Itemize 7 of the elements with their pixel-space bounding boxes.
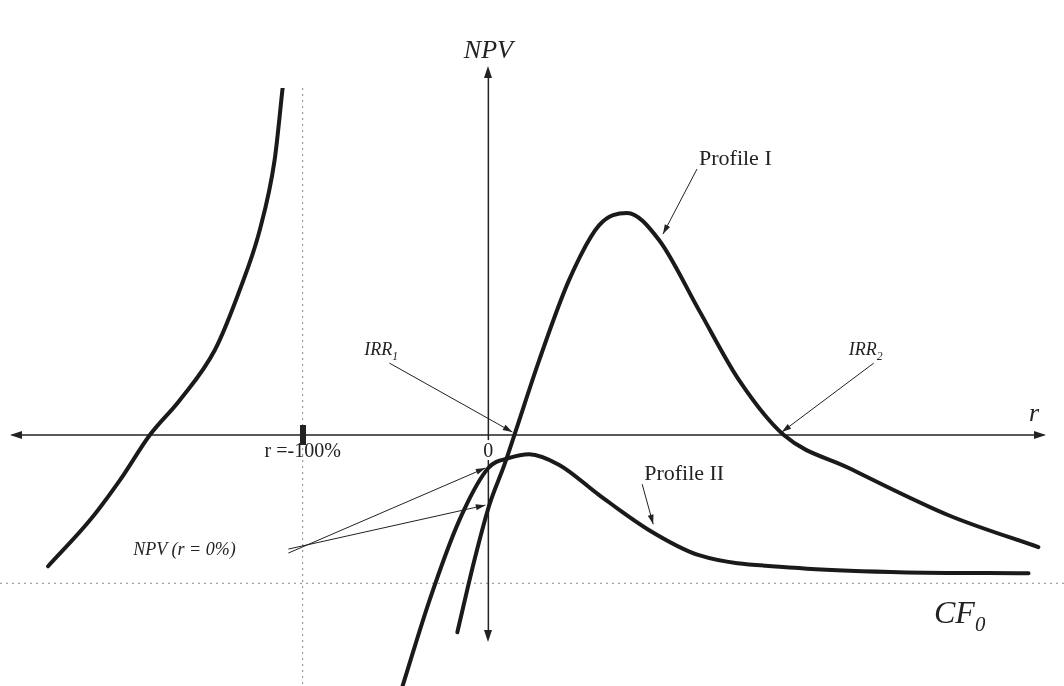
annotation: NPV (r = 0%) (132, 539, 236, 561)
y-axis-title: NPV (462, 35, 517, 64)
x-tick-label: r =-100% (264, 439, 341, 462)
x-axis-title: r (1028, 398, 1040, 428)
series-label: Profile II (644, 460, 725, 486)
text: Profile I (699, 145, 772, 171)
x-tick-label: 0 (483, 439, 494, 462)
